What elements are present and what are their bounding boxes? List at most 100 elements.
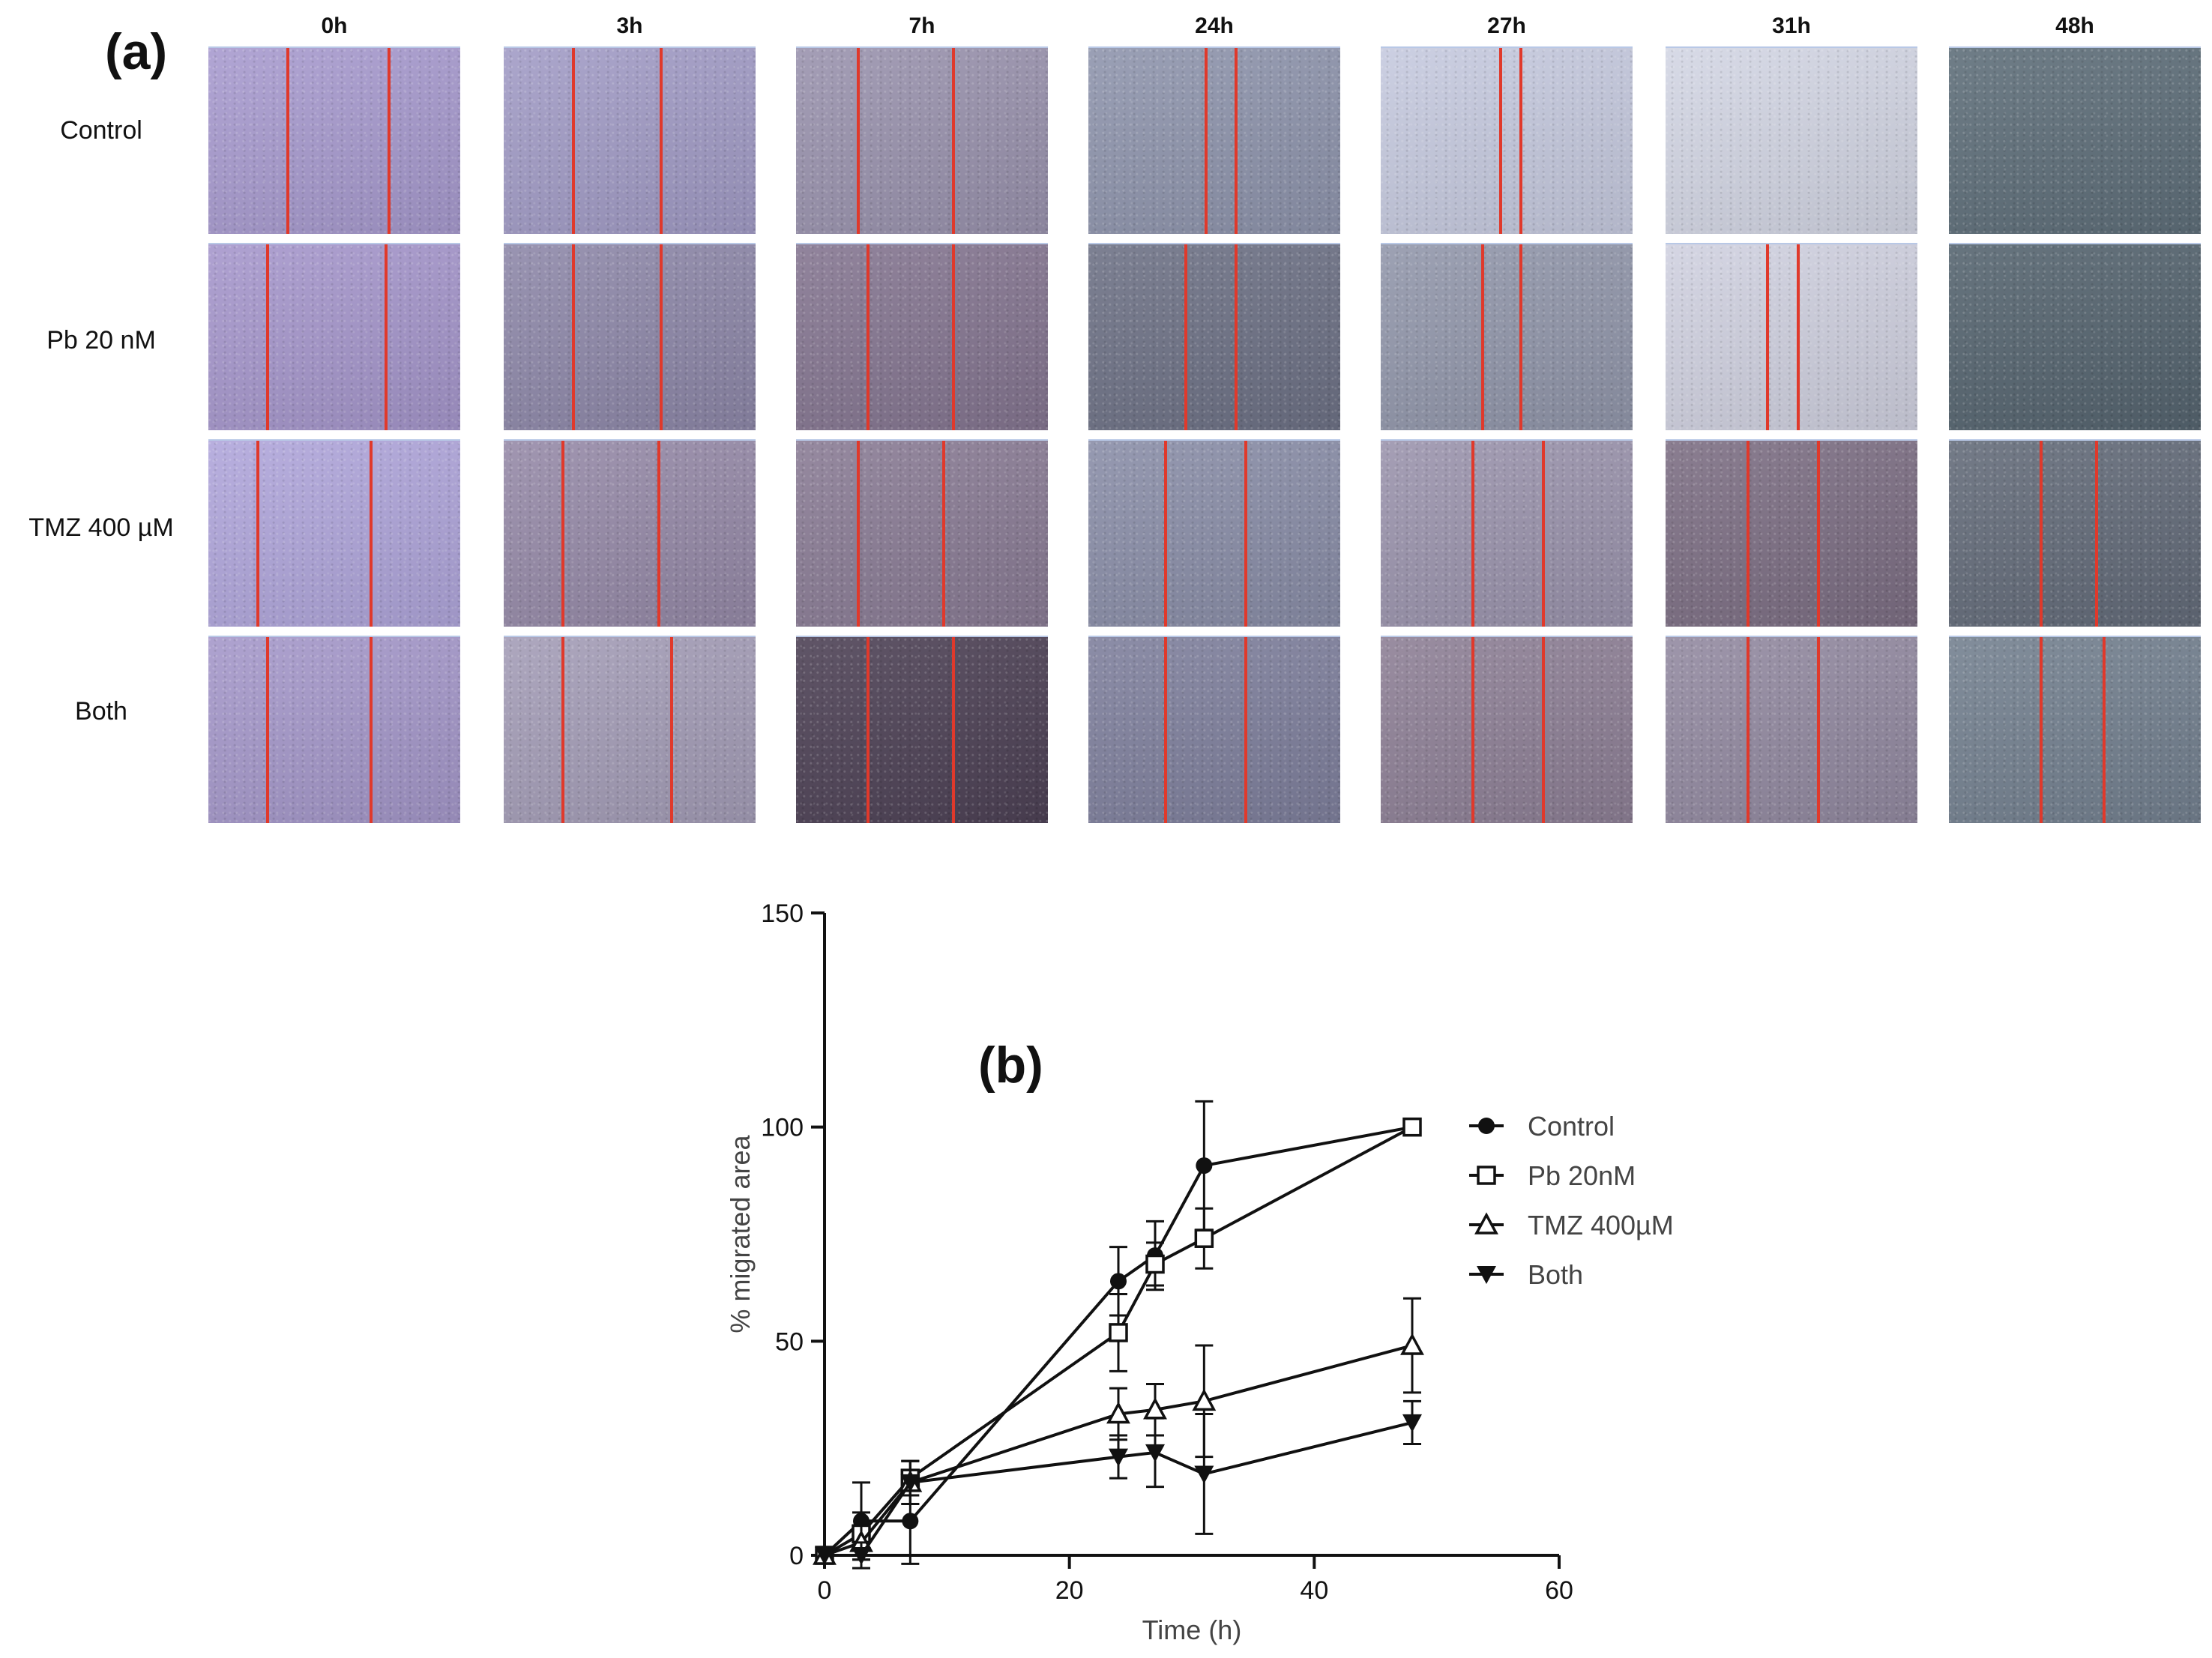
time-label-24h: 24h xyxy=(1195,13,1234,38)
scratch-edge-line xyxy=(856,441,860,627)
time-label-27h: 27h xyxy=(1487,13,1526,38)
scratch-edge-line xyxy=(1234,244,1238,430)
micrograph-r3-c2 xyxy=(796,636,1048,823)
micrograph-r1-c0 xyxy=(208,243,460,430)
scratch-edge-line xyxy=(1746,637,1750,823)
micrograph-r2-c6 xyxy=(1949,439,2201,627)
y-tick-label: 150 xyxy=(761,899,804,928)
micrograph-r3-c3 xyxy=(1088,636,1340,823)
data-point-Control xyxy=(1196,1157,1213,1175)
scratch-edge-line xyxy=(1204,48,1208,234)
legend-marker-Control xyxy=(1478,1118,1495,1134)
micrograph-r0-c2 xyxy=(796,46,1048,234)
micrograph-r3-c5 xyxy=(1666,636,1917,823)
y-tick-label: 0 xyxy=(789,1542,804,1570)
scratch-edge-line xyxy=(867,637,870,823)
time-label-48h: 48h xyxy=(2055,13,2094,38)
scratch-edge-line xyxy=(1816,441,1820,627)
micrograph-r3-c4 xyxy=(1381,636,1633,823)
panel-a-label: (a) xyxy=(105,23,168,80)
micrograph-r0-c3 xyxy=(1088,46,1340,234)
legend-label: Pb 20nM xyxy=(1528,1160,1636,1191)
scratch-edge-line xyxy=(1498,48,1502,234)
scratch-edge-line xyxy=(286,48,290,234)
scratch-edge-line xyxy=(1244,637,1248,823)
condition-label-3: Both xyxy=(75,697,127,726)
scratch-edge-line xyxy=(867,244,870,430)
data-point-Control xyxy=(902,1513,919,1530)
scratch-edge-line xyxy=(1234,48,1238,234)
legend-label: Both xyxy=(1528,1259,1583,1290)
micrograph-r1-c5 xyxy=(1666,243,1917,430)
x-tick-label: 0 xyxy=(818,1576,832,1605)
scratch-edge-line xyxy=(660,48,663,234)
micrograph-r0-c4 xyxy=(1381,46,1633,234)
micrograph-r2-c0 xyxy=(208,439,460,627)
micrograph-r3-c1 xyxy=(504,636,756,823)
micrograph-r0-c6 xyxy=(1949,46,2201,234)
scratch-edge-line xyxy=(856,48,860,234)
scratch-edge-line xyxy=(669,637,673,823)
time-label-0h: 0h xyxy=(321,13,348,38)
y-axis-label: % migrated area xyxy=(725,1134,756,1333)
data-point-Pb 20nM xyxy=(1402,1117,1422,1137)
data-point-Pb 20nM xyxy=(1194,1229,1214,1248)
scratch-edge-line xyxy=(370,441,373,627)
y-tick-label: 50 xyxy=(775,1327,804,1356)
scratch-edge-line xyxy=(2094,441,2098,627)
micrograph-r2-c5 xyxy=(1666,439,1917,627)
scratch-edge-line xyxy=(266,637,270,823)
x-tick-label: 40 xyxy=(1300,1576,1328,1605)
micrograph-r1-c6 xyxy=(1949,243,2201,430)
micrograph-r3-c0 xyxy=(208,636,460,823)
scratch-edge-line xyxy=(561,441,565,627)
condition-label-1: Pb 20 nM xyxy=(46,326,156,355)
micrograph-r2-c1 xyxy=(504,439,756,627)
scratch-edge-line xyxy=(2039,441,2043,627)
scratch-edge-line xyxy=(952,244,956,430)
scratch-edge-line xyxy=(1184,244,1187,430)
legend-marker-Both xyxy=(1477,1266,1496,1284)
condition-label-0: Control xyxy=(60,116,142,145)
scratch-edge-line xyxy=(1766,244,1770,430)
scratch-edge-line xyxy=(387,48,391,234)
scratch-edge-line xyxy=(266,244,270,430)
scratch-edge-line xyxy=(2102,637,2106,823)
legend-label: TMZ 400µM xyxy=(1528,1210,1674,1241)
scratch-edge-line xyxy=(1163,441,1167,627)
micrograph-r1-c1 xyxy=(504,243,756,430)
data-point-Control xyxy=(1110,1273,1127,1290)
data-point-Both xyxy=(900,1474,920,1492)
scratch-edge-line xyxy=(1471,441,1474,627)
legend-marker-Pb 20nM xyxy=(1477,1166,1496,1185)
scratch-edge-line xyxy=(1542,637,1546,823)
micrograph-r2-c2 xyxy=(796,439,1048,627)
scratch-edge-line xyxy=(1816,637,1820,823)
x-tick-label: 60 xyxy=(1545,1576,1573,1605)
scratch-edge-line xyxy=(370,637,373,823)
y-tick-label: 100 xyxy=(761,1114,804,1142)
scratch-edge-line xyxy=(657,441,660,627)
scratch-edge-line xyxy=(952,637,956,823)
scratch-edge-line xyxy=(952,48,956,234)
scratch-edge-line xyxy=(561,637,565,823)
data-point-Pb 20nM xyxy=(1145,1254,1165,1274)
data-point-TMZ 400µM xyxy=(1400,1333,1424,1355)
micrograph-r1-c4 xyxy=(1381,243,1633,430)
data-point-Both xyxy=(1145,1444,1165,1462)
scratch-edge-line xyxy=(385,244,388,430)
scratch-edge-line xyxy=(1796,244,1800,430)
scratch-edge-line xyxy=(2039,637,2043,823)
legend-label: Control xyxy=(1528,1111,1615,1142)
data-point-TMZ 400µM xyxy=(1192,1388,1217,1411)
scratch-edge-line xyxy=(1519,48,1522,234)
scratch-edge-line xyxy=(1746,441,1750,627)
micrograph-r2-c4 xyxy=(1381,439,1633,627)
x-axis-label: Time (h) xyxy=(1142,1615,1242,1645)
data-point-TMZ 400µM xyxy=(1106,1401,1130,1424)
time-label-7h: 7h xyxy=(908,13,935,38)
scratch-edge-line xyxy=(1481,244,1485,430)
data-point-Both xyxy=(852,1547,871,1565)
scratch-edge-line xyxy=(571,244,575,430)
